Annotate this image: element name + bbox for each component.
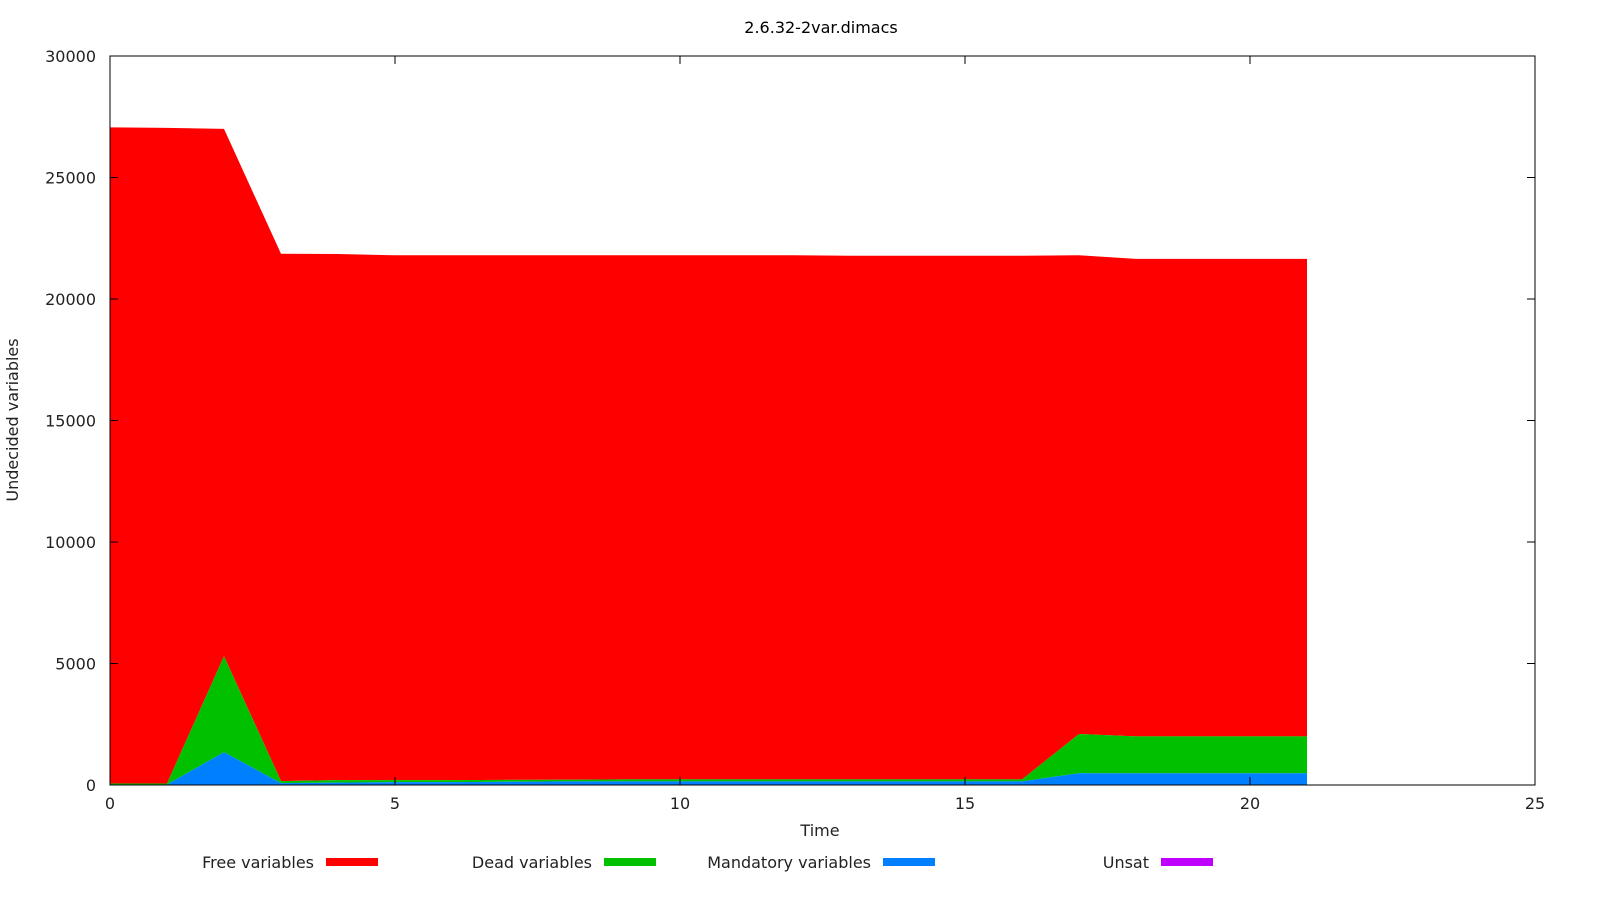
x-tick-label: 10 xyxy=(670,794,690,813)
chart-title: 2.6.32-2var.dimacs xyxy=(744,18,897,37)
y-tick-label: 0 xyxy=(86,776,96,795)
legend-swatch xyxy=(1161,858,1213,866)
x-tick-label: 20 xyxy=(1240,794,1260,813)
y-tick-label: 10000 xyxy=(45,533,96,552)
legend: Free variables Dead variables Mandatory va… xyxy=(202,853,1213,872)
y-tick-label: 15000 xyxy=(45,412,96,431)
legend-label: Unsat xyxy=(1103,853,1149,872)
x-tick-label: 15 xyxy=(955,794,975,813)
series-area-unsat xyxy=(110,127,1307,259)
x-tick-label: 25 xyxy=(1525,794,1545,813)
legend-swatch xyxy=(883,858,935,866)
series-areas xyxy=(110,127,1307,785)
legend-swatch xyxy=(326,858,378,866)
legend-label: Dead variables xyxy=(472,853,592,872)
x-tick-label: 5 xyxy=(390,794,400,813)
y-axis-label: Undecided variables xyxy=(3,338,22,501)
y-tick-label: 20000 xyxy=(45,290,96,309)
legend-swatch xyxy=(604,858,656,866)
x-tick-label: 0 xyxy=(105,794,115,813)
axis-ticks: 0 5 10 15 20 25 0 5000 10000 15000 20000 25000 30000 xyxy=(45,47,1545,813)
series-area-mandatory-variables xyxy=(110,752,1307,785)
y-tick-label: 30000 xyxy=(45,47,96,66)
legend-label: Free variables xyxy=(202,853,314,872)
x-axis-label: Time xyxy=(799,821,839,840)
series-area-dead-variables xyxy=(110,656,1307,785)
legend-label: Mandatory variables xyxy=(707,853,871,872)
y-tick-label: 5000 xyxy=(55,655,96,674)
series-area-free-variables xyxy=(110,127,1307,784)
y-tick-label: 25000 xyxy=(45,169,96,188)
